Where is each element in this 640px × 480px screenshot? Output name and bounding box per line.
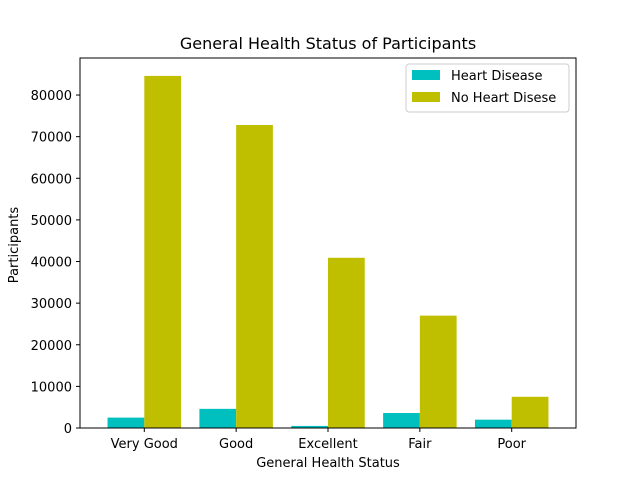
legend: Heart Disease No Heart Disese [405,63,570,113]
y-tick-label: 0 [64,422,72,437]
y-axis-ticks: 0 10000 20000 30000 40000 50000 60000 70000 8000… [31,89,80,437]
y-tick-label: 50000 [31,214,72,229]
bars-group [107,75,549,428]
chart-title: General Health Status of Participants [180,34,476,53]
bar-heart-disease-excellent [291,425,328,428]
y-tick-label: 30000 [31,297,72,312]
x-tick-label-poor: Poor [497,437,526,452]
y-tick-label: 70000 [31,131,72,146]
y-tick-label: 40000 [31,256,72,271]
x-tick-label-excellent: Excellent [298,437,357,452]
legend-swatch-no-heart-disease [412,92,440,102]
x-axis-ticks: Very Good Good Excellent Fair Poor [111,428,527,452]
x-tick-label-good: Good [219,437,253,452]
plot-frame [79,57,577,429]
legend-label-no-heart-disease: No Heart Disese [451,91,556,106]
y-axis-label: Participants [7,207,22,284]
bar-no-heart-disese-fair [419,315,457,428]
y-tick-label: 60000 [31,172,72,187]
x-tick-label-very-good: Very Good [111,437,178,452]
bar-heart-disease-poor [474,419,512,428]
x-axis-label: General Health Status [256,456,400,471]
bar-no-heart-disese-poor [511,396,549,428]
legend-box [405,63,570,113]
bar-no-heart-disese-very-good [144,75,182,428]
legend-swatch-heart-disease [412,70,440,80]
legend-label-heart-disease: Heart Disease [451,69,542,84]
bar-heart-disease-good [199,408,237,428]
bar-heart-disease-fair [383,413,420,428]
bar-no-heart-disese-good [236,125,273,428]
y-tick-label: 10000 [31,380,72,395]
bar-heart-disease-very-good [107,417,145,428]
bar-no-heart-disese-excellent [328,257,365,428]
y-tick-label: 20000 [31,339,72,354]
y-tick-label: 80000 [31,89,72,104]
x-tick-label-fair: Fair [408,437,432,452]
